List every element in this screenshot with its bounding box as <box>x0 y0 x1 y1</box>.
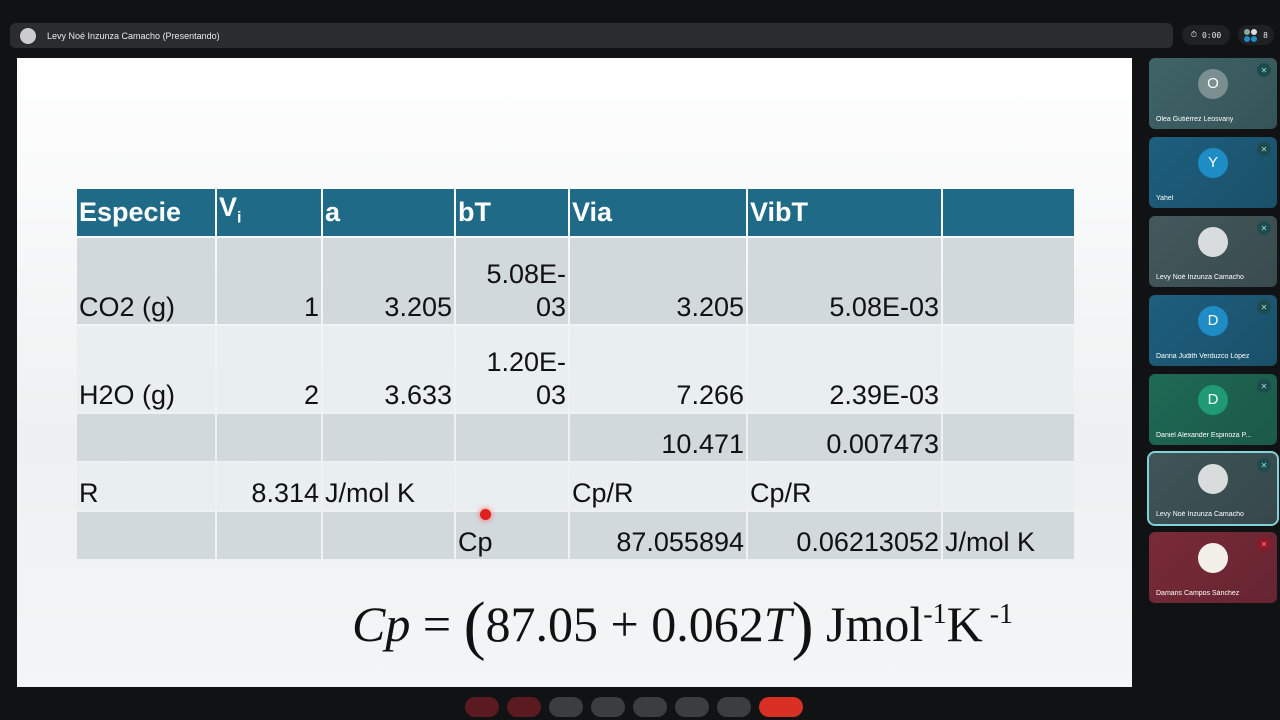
presenter-title: Levy Noé Inzunza Camacho (Presentando) <box>47 30 220 41</box>
mic-off-icon: ✕ <box>1257 458 1271 472</box>
meeting-controls <box>465 697 803 717</box>
laser-pointer <box>480 509 491 520</box>
participant-name: Yahel <box>1156 195 1174 202</box>
mic-off-icon: ✕ <box>1257 537 1271 551</box>
stopwatch-icon: ⏱ <box>1190 30 1197 39</box>
leave-call-button[interactable] <box>759 697 803 717</box>
participant-name: Daniel Alexander Espinoza P... <box>1156 432 1252 439</box>
table-row: Cp 87.055894 0.06213052 J/mol K <box>77 512 1074 559</box>
avatar: D <box>1198 384 1228 415</box>
table-cell: CO2 (g) <box>77 238 215 324</box>
timer-value: 0:00 <box>1201 30 1222 40</box>
table-cell: 1 <box>217 238 321 324</box>
table-cell <box>943 238 1074 324</box>
header-cell: bT <box>456 189 568 236</box>
mic-off-icon: ✕ <box>1257 221 1271 235</box>
table-row: CO2 (g) 1 3.205 5.08E- 03 3.205 5.08E-03 <box>77 238 1074 324</box>
table-cell <box>77 414 215 461</box>
raise-hand-button[interactable] <box>675 697 709 717</box>
table-cell <box>456 463 568 510</box>
table-row: H2O (g) 2 3.633 1.20E- 03 7.266 2.39E-03 <box>77 326 1074 412</box>
cp-table: Especie Vi a bT Via VibT CO2 (g) 1 3.205 5.… <box>75 187 1076 561</box>
avatar <box>1198 542 1228 573</box>
presenter-avatar <box>20 27 36 44</box>
table-cell: J/mol K <box>323 463 454 510</box>
table-cell: 2 <box>217 326 321 412</box>
table-cell <box>217 414 321 461</box>
table-cell <box>456 414 568 461</box>
table-cell: Cp <box>456 512 568 559</box>
participant-tile[interactable]: ✕ D Danna Judith Verduzco López <box>1149 295 1277 366</box>
more-options-button[interactable] <box>717 697 751 717</box>
participant-tile[interactable]: ✕ Y Yahel <box>1149 137 1277 208</box>
participant-count: 8 <box>1263 30 1268 40</box>
participant-tiles: ✕ O Olea Gutiérrez Leosvany ✕ Y Yahel ✕ Le… <box>1147 58 1279 611</box>
table-cell: 3.633 <box>323 326 454 412</box>
table-cell: H2O (g) <box>77 326 215 412</box>
table-cell <box>323 414 454 461</box>
table-cell: 5.08E- 03 <box>456 238 568 324</box>
captions-button[interactable] <box>549 697 583 717</box>
present-button[interactable] <box>633 697 667 717</box>
table-cell: 3.205 <box>570 238 746 324</box>
participant-name: Damaris Campos Sánchez <box>1156 590 1240 597</box>
table-cell: 87.055894 <box>570 512 746 559</box>
table-cell: R <box>77 463 215 510</box>
participant-name: Olea Gutiérrez Leosvany <box>1156 116 1234 123</box>
participant-name: Levy Noé Inzunza Camacho <box>1156 511 1244 518</box>
presentation-bar: Levy Noé Inzunza Camacho (Presentando) <box>10 23 1173 48</box>
table-cell: 2.39E-03 <box>748 326 941 412</box>
people-icon <box>1244 28 1258 42</box>
table-cell <box>943 463 1074 510</box>
participant-name: Danna Judith Verduzco López <box>1156 353 1250 360</box>
header-cell: Especie <box>77 189 215 236</box>
participant-tile[interactable]: ✕ Levy Noé Inzunza Camacho <box>1149 216 1277 287</box>
avatar: Y <box>1198 147 1228 178</box>
table-cell <box>77 512 215 559</box>
header-cell: Vi <box>217 189 321 236</box>
header-cell: a <box>323 189 454 236</box>
table-cell <box>217 512 321 559</box>
table-cell <box>323 512 454 559</box>
avatar <box>1198 226 1228 257</box>
table-row: 10.471 0.007473 <box>77 414 1074 461</box>
mic-off-icon: ✕ <box>1257 379 1271 393</box>
table-cell: 3.205 <box>323 238 454 324</box>
header-cell: VibT <box>748 189 941 236</box>
table-cell: J/mol K <box>943 512 1074 559</box>
mic-off-icon: ✕ <box>1257 142 1271 156</box>
timer[interactable]: ⏱ 0:00 <box>1182 25 1230 45</box>
table-cell: 10.471 <box>570 414 746 461</box>
avatar <box>1198 463 1228 494</box>
table-cell: 5.08E-03 <box>748 238 941 324</box>
table-header: Especie Vi a bT Via VibT <box>77 189 1074 236</box>
participant-tile[interactable]: ✕ Levy Noé Inzunza Camacho <box>1147 451 1279 526</box>
mic-off-icon: ✕ <box>1257 63 1271 77</box>
table-cell: 8.314 <box>217 463 321 510</box>
cp-equation: Cp = (87.05 + 0.062T) Jmol-1K -1 <box>352 589 1014 662</box>
participant-name: Levy Noé Inzunza Camacho <box>1156 274 1244 281</box>
participant-tile[interactable]: ✕ D Daniel Alexander Espinoza P... <box>1149 374 1277 445</box>
table-cell: 0.06213052 <box>748 512 941 559</box>
avatar: D <box>1198 305 1228 336</box>
participants-button[interactable]: 8 <box>1238 25 1274 45</box>
mic-off-icon: ✕ <box>1257 300 1271 314</box>
table-cell: 7.266 <box>570 326 746 412</box>
avatar: O <box>1198 68 1228 99</box>
table-row: R 8.314 J/mol K Cp/R Cp/R <box>77 463 1074 510</box>
table-cell <box>943 414 1074 461</box>
table-cell <box>943 326 1074 412</box>
header-cell <box>943 189 1074 236</box>
participant-tile[interactable]: ✕ O Olea Gutiérrez Leosvany <box>1149 58 1277 129</box>
reactions-button[interactable] <box>591 697 625 717</box>
participant-tile[interactable]: ✕ Damaris Campos Sánchez <box>1149 532 1277 603</box>
table-cell: 0.007473 <box>748 414 941 461</box>
table-cell: Cp/R <box>748 463 941 510</box>
mic-button[interactable] <box>465 697 499 717</box>
header-cell: Via <box>570 189 746 236</box>
camera-button[interactable] <box>507 697 541 717</box>
table-cell: 1.20E- 03 <box>456 326 568 412</box>
table-cell: Cp/R <box>570 463 746 510</box>
shared-slide: Especie Vi a bT Via VibT CO2 (g) 1 3.205 5.… <box>17 58 1132 687</box>
